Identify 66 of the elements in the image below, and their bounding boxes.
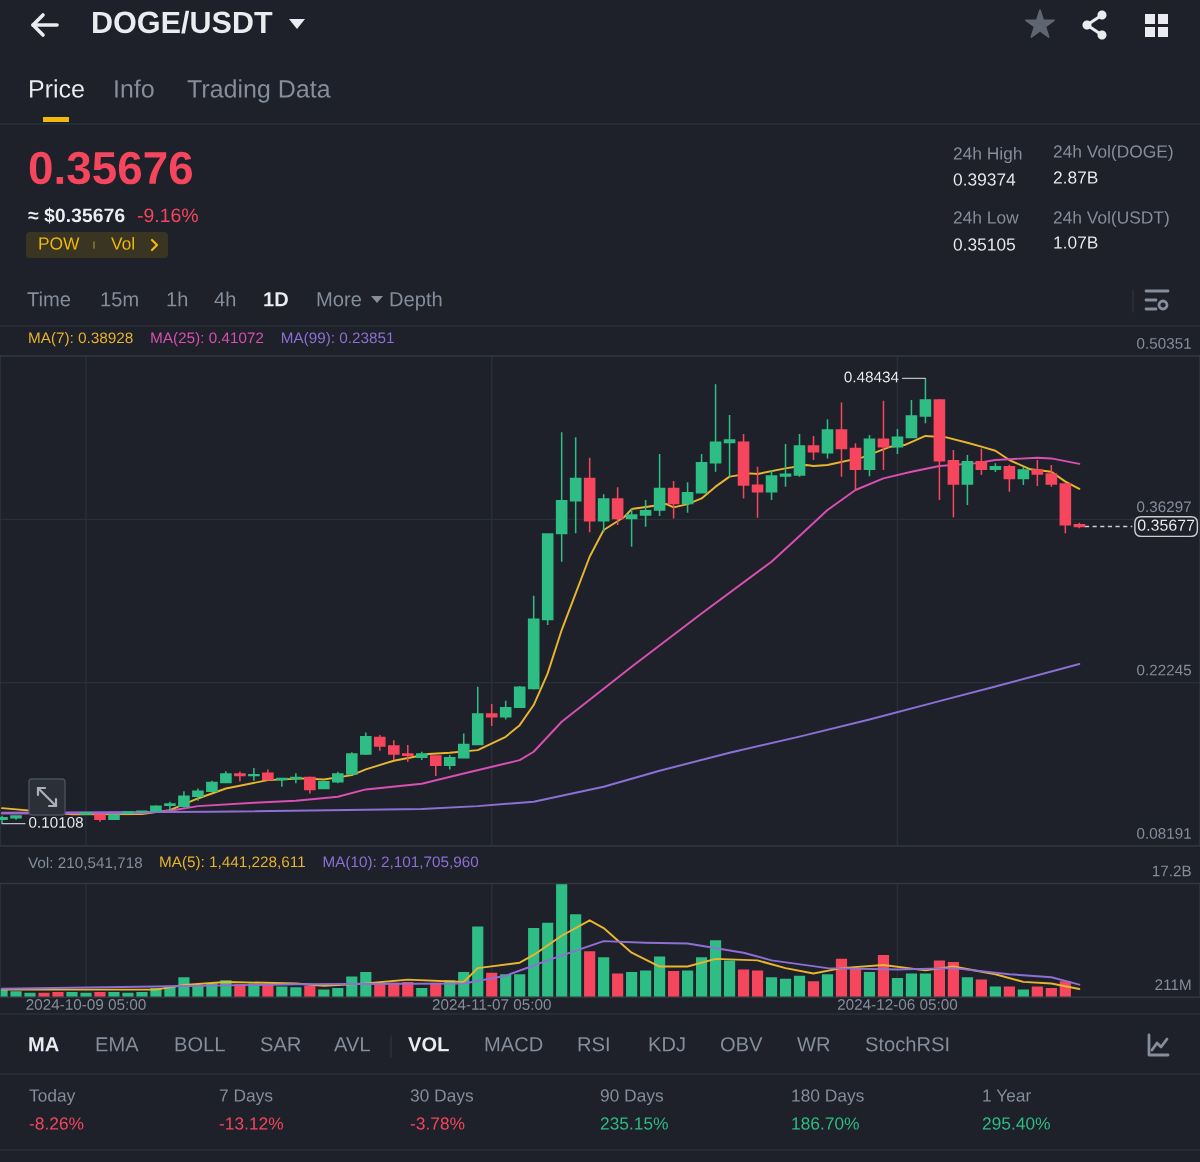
text: 0.35105: [953, 238, 1016, 251]
text: -9.16%: [137, 208, 198, 223]
text: BOLL: [175, 1037, 225, 1052]
y-tick-label: 0.36297: [1137, 501, 1191, 513]
text: 235.15%: [600, 1117, 668, 1130]
text: Trading Data: [187, 79, 331, 103]
text: SAR: [260, 1037, 301, 1052]
text: KDJ: [649, 1037, 685, 1052]
text: StochRSI: [865, 1036, 949, 1052]
text: OBV: [720, 1037, 763, 1052]
text: Info: [115, 79, 154, 98]
text: Price: [30, 79, 84, 98]
annotation: 0.48434: [844, 371, 899, 383]
text: MA(10): 2,101,705,960: [323, 856, 479, 871]
text: -8.26%: [29, 1117, 84, 1130]
text: MA(5): 1,441,228,611: [160, 856, 305, 871]
text: 1 Year: [983, 1089, 1031, 1102]
text: -13.12%: [219, 1117, 284, 1130]
text: 0.39374: [953, 173, 1016, 186]
text: 180 Days: [792, 1089, 864, 1106]
text: Time: [27, 291, 71, 307]
text: DOGE/USDT: [93, 10, 273, 34]
text: 1D: [264, 292, 288, 307]
text: MA: [29, 1037, 59, 1052]
text: 2.87B: [1053, 171, 1098, 184]
text: 186.70%: [792, 1117, 859, 1130]
text: Vol: [111, 236, 134, 250]
text: More: [317, 292, 361, 307]
text: 7 Days: [219, 1089, 273, 1106]
text: Vol: 210,541,718: [28, 856, 143, 870]
text: 4h: [214, 291, 236, 307]
annotation: 0.10108: [29, 817, 83, 828]
text: Today: [29, 1088, 76, 1106]
text: WR: [797, 1037, 830, 1052]
y-tick-label: 0.22245: [1137, 664, 1192, 676]
ref-line-label: 0.35677: [1137, 519, 1195, 531]
y-tick-label: 0.50351: [1137, 338, 1191, 349]
text: 24h Low: [953, 210, 1019, 224]
text: 90 Days: [600, 1089, 664, 1106]
text: AVL: [334, 1037, 370, 1052]
text: 30 Days: [410, 1089, 474, 1106]
text: MA(99): 0.23851: [281, 332, 394, 347]
y-tick-label: 17.2B: [1152, 865, 1191, 877]
text: 24h Vol(USDT): [1053, 210, 1169, 228]
text: 15m: [101, 292, 138, 307]
text: RSI: [578, 1037, 609, 1052]
text: -3.78%: [410, 1117, 465, 1130]
x-tick-label: 2024-12-06 05:00: [837, 999, 958, 1010]
text: MA(25): 0.41072: [151, 332, 264, 347]
text: Depth: [390, 291, 442, 311]
text: 24h Vol(DOGE): [1053, 144, 1173, 162]
text: 295.40%: [982, 1117, 1050, 1130]
text: 1.07B: [1054, 236, 1098, 249]
text: MA(7): 0.38928: [29, 332, 133, 347]
text: MACD: [485, 1037, 543, 1052]
text: EMA: [96, 1037, 139, 1052]
text: VOL: [408, 1037, 449, 1052]
x-tick-label: 2024-10-09 05:00: [26, 999, 146, 1010]
y-tick-label: 0.08191: [1137, 828, 1191, 839]
y-tick-label: 211M: [1155, 979, 1191, 990]
text: 0.35676: [29, 151, 193, 185]
text: 24h High: [953, 146, 1022, 164]
text: 1h: [167, 291, 188, 307]
text: POW: [39, 237, 80, 250]
text: ≈ $0.35676: [28, 207, 125, 224]
x-tick-label: 2024-11-07 05:00: [432, 999, 551, 1010]
